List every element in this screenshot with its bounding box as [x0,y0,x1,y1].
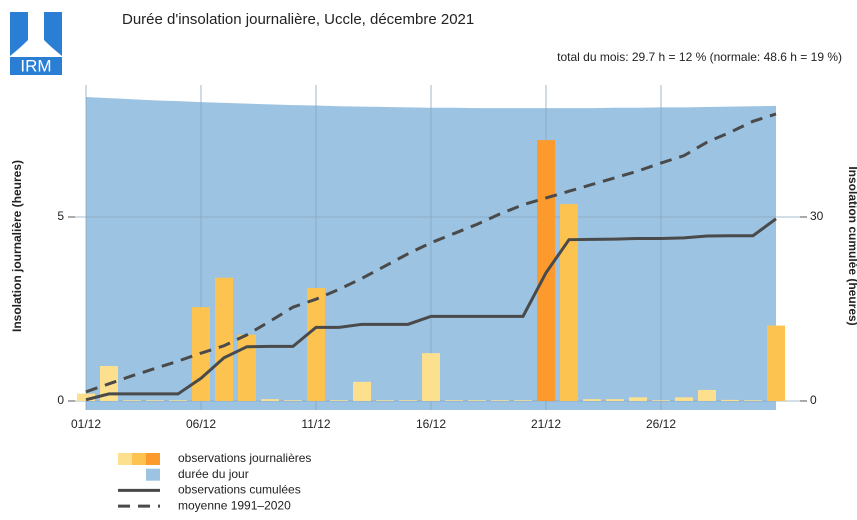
y-axis-label: Insolation journalière (heures) [10,160,24,332]
cumulative-line [85,217,777,402]
bar [169,400,187,401]
y2-tick-label: 30 [810,209,824,223]
logo-shape [10,12,28,56]
bar [606,399,624,401]
legend-label: observations journalières [178,451,311,465]
bar [721,399,739,401]
legend-label: durée du jour [178,467,249,481]
bar [77,393,95,401]
bar [744,400,762,401]
bar [514,400,532,401]
x-tick-label: 21/12 [531,417,561,431]
normal-line [85,112,777,394]
bar [675,397,693,401]
chart-subtitle: total du mois: 29.7 h = 12 % (normale: 4… [557,50,842,64]
y-tick-label: 0 [57,393,64,407]
y-tick-label: 5 [57,209,64,223]
logo-shape [44,12,62,56]
bar [491,400,509,401]
bar [399,400,417,401]
bar [353,381,371,401]
legend-swatch [146,453,160,465]
bar [629,397,647,401]
chart-title: Durée d'insolation journalière, Uccle, d… [122,11,474,28]
x-tick-label: 16/12 [416,417,446,431]
y2-tick-label: 0 [810,393,817,407]
logo: IRM [10,12,62,75]
bar [376,400,394,401]
legend-swatch [118,453,132,465]
bar [215,277,233,401]
bar [330,400,348,401]
x-tick-label: 26/12 [646,417,676,431]
bar [583,399,601,401]
bar [307,288,325,401]
bar [238,334,256,401]
logo-text: IRM [20,56,51,75]
bar [698,389,716,401]
legend-swatch [132,453,146,465]
logo-box [10,57,62,75]
bar [560,204,578,401]
bar [284,400,302,401]
bar [261,399,279,401]
legend-swatch [146,468,160,481]
bar [146,400,164,401]
x-tick-label: 06/12 [186,417,216,431]
bar [468,400,486,401]
bar [445,400,463,401]
x-tick-label: 11/12 [301,417,330,431]
bar [123,400,141,401]
y2-axis-label: Insolation cumulée (heures) [846,166,857,325]
bar [652,400,670,401]
bar [767,325,785,401]
bar [422,353,440,401]
legend-label: moyenne 1991–2020 [178,498,291,512]
x-tick-label: 01/12 [71,417,101,431]
legend-label: observations cumulées [178,483,301,497]
